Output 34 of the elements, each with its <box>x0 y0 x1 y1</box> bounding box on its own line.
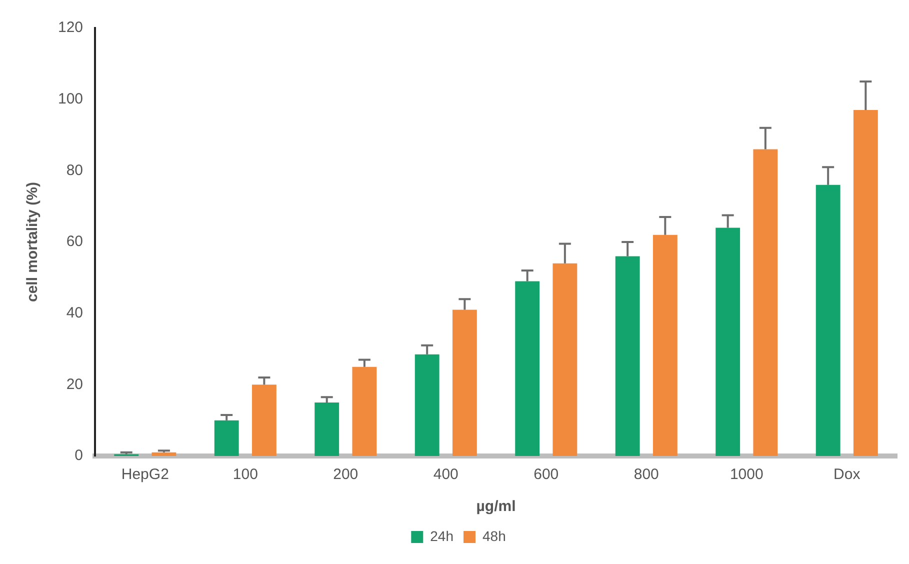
x-tick-label: 800 <box>634 466 659 484</box>
bar <box>352 366 377 456</box>
y-tick-label: 60 <box>66 233 84 250</box>
bar <box>214 420 239 456</box>
bar <box>152 452 176 456</box>
x-tick-label: 100 <box>232 466 258 484</box>
bar <box>314 402 340 456</box>
x-tick-label: 1000 <box>730 466 764 484</box>
y-tick-label: 20 <box>66 376 84 393</box>
bar <box>753 149 778 456</box>
legend-label: 48h <box>482 528 506 544</box>
y-tick-label: 100 <box>58 90 84 108</box>
bar <box>552 263 578 456</box>
x-tick-label: 400 <box>433 466 458 484</box>
bar <box>452 310 477 456</box>
bar <box>414 354 440 456</box>
y-tick-label: 80 <box>66 162 84 179</box>
bar <box>252 384 276 456</box>
y-tick-label: 0 <box>74 447 84 464</box>
bar <box>716 228 740 456</box>
x-tick-label: 600 <box>534 466 559 484</box>
bar <box>816 184 840 456</box>
bar <box>615 256 640 456</box>
y-tick-label: 40 <box>66 304 84 322</box>
x-tick-label: 200 <box>333 466 358 484</box>
bar <box>515 281 540 456</box>
bar <box>853 110 878 456</box>
x-axis-title: µg/ml <box>476 498 516 516</box>
bar <box>652 234 678 456</box>
y-axis-title: cell mortality (%) <box>24 182 42 302</box>
x-tick-label: HepG2 <box>121 466 169 484</box>
y-tick-label: 120 <box>58 19 84 36</box>
x-tick-label: Dox <box>834 466 861 484</box>
legend-label: 24h <box>430 528 454 544</box>
